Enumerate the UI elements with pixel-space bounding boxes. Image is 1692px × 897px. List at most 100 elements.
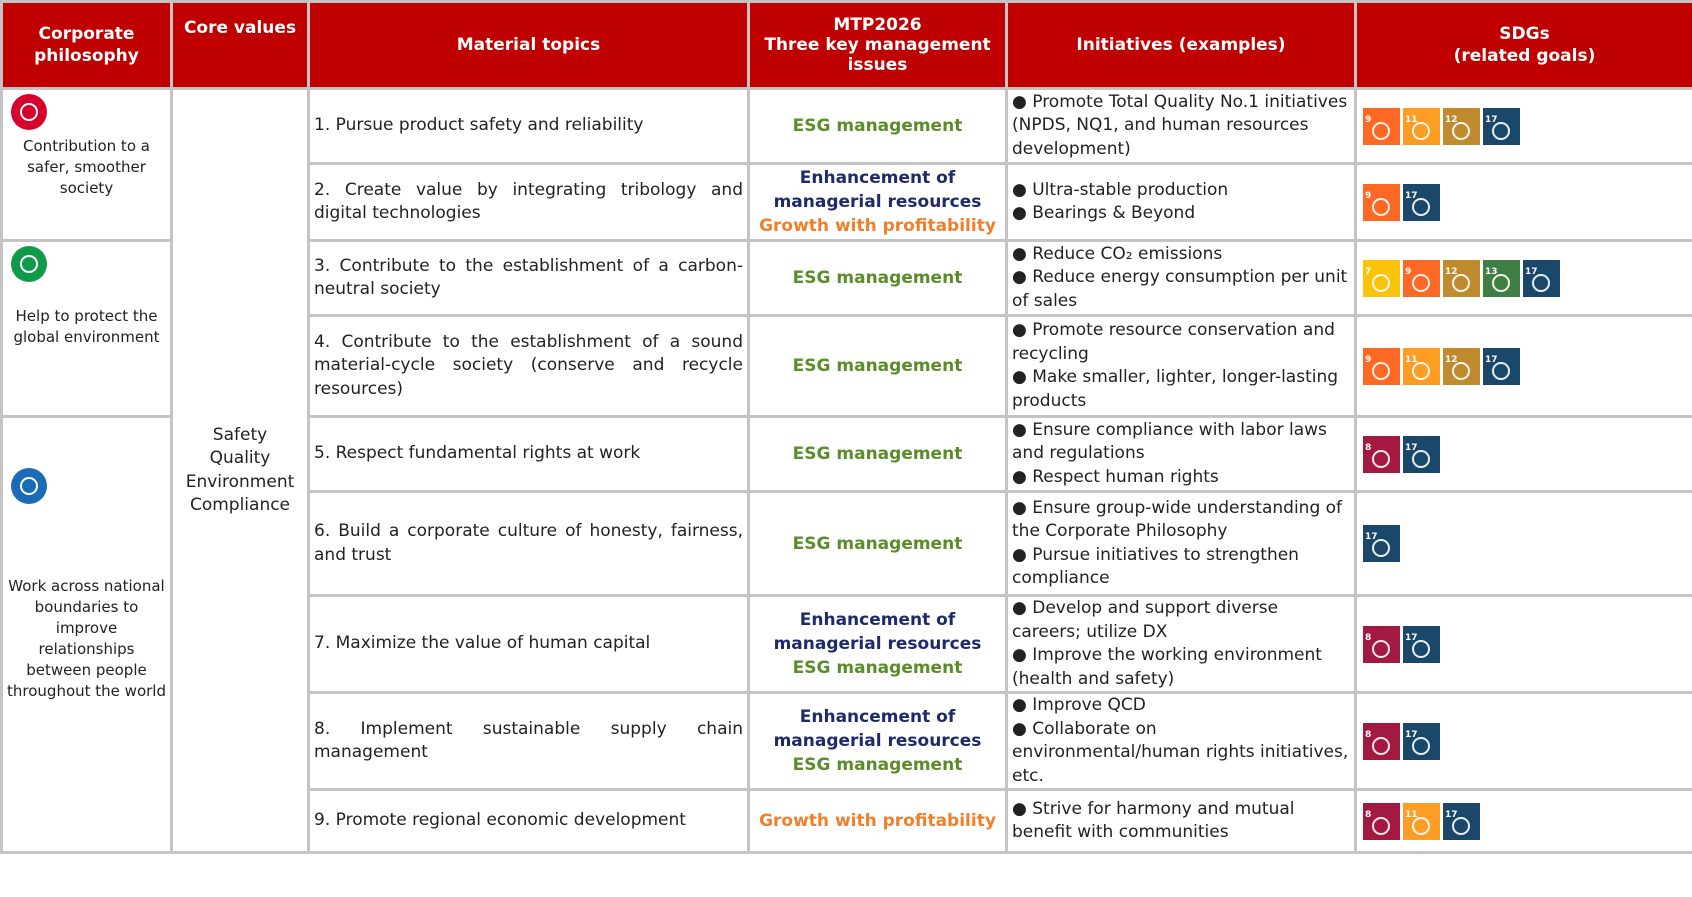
sdg-17-icon: 17 (1403, 183, 1440, 221)
philosophy-text: Help to protect the global environment (13, 307, 160, 346)
sdg-17-icon: 17 (1403, 625, 1440, 663)
initiative-item: ● Make smaller, lighter, longer-lasting … (1012, 367, 1339, 411)
sdg-goals: 17 (1354, 490, 1692, 597)
sdg-17-icon: 17 (1403, 435, 1440, 473)
sdg-8-icon: 8 (1363, 802, 1400, 840)
material-topic: 7. Maximize the value of human capital (307, 594, 750, 694)
initiative-item: ● Improve QCD (1012, 695, 1146, 715)
sdg-goals: 8 17 (1354, 594, 1692, 694)
material-topic: 9. Promote regional economic development (307, 788, 750, 854)
initiatives: ● Promote Total Quality No.1 initiatives… (1005, 87, 1357, 165)
mtp-issue-enhancement: Enhancement of managerial resources (773, 168, 982, 212)
sdg-17-icon: 17 (1363, 525, 1400, 562)
table-row: Work across national boundaries to impro… (0, 415, 1692, 854)
sdg-goals: 9 11 12 17 (1354, 87, 1692, 165)
sdg-17-icon: 17 (1483, 107, 1520, 145)
mtp-issues: ESG management (747, 490, 1008, 597)
sdg-goals: 8 17 (1354, 415, 1692, 493)
sdg-17-icon: 17 (1443, 802, 1480, 840)
philosophy-text: Work across national boundaries to impro… (7, 577, 166, 700)
globe-hands-icon (11, 246, 47, 282)
core-value: Quality (209, 448, 271, 468)
mtp-issue-esg: ESG management (792, 444, 963, 464)
mtp-issue-esg: ESG management (792, 755, 963, 775)
sdg-9-icon: 9 (1363, 347, 1400, 385)
material-topic: 3. Contribute to the establishment of a … (307, 239, 750, 317)
initiative-item: ● Respect human rights (1012, 466, 1219, 487)
initiatives: ● Develop and support diverse careers; u… (1005, 594, 1357, 694)
table-row: 7. Maximize the value of human capital En… (2, 594, 1692, 694)
initiatives: ● Ensure compliance with labor laws and … (1005, 415, 1357, 493)
mtp-issue-enhancement: Enhancement of managerial resources (773, 707, 982, 751)
city-icon (11, 94, 47, 130)
sdg-11-icon: 11 (1403, 107, 1440, 145)
mtp-issue-esg: ESG management (792, 356, 963, 376)
material-topic: 5. Respect fundamental rights at work (307, 415, 750, 493)
philosophy-text: Contribution to a safer, smoother societ… (23, 137, 150, 197)
sdg-17-icon: 17 (1523, 259, 1560, 297)
sdg-7-icon: 7 (1363, 259, 1400, 297)
sdg-17-icon: 17 (1403, 722, 1440, 760)
initiative-item: ● Collaborate on environmental/human rig… (1012, 718, 1349, 786)
table-row: 8. Implement sustainable supply chain ma… (2, 691, 1692, 791)
initiatives: ● Reduce CO₂ emissions ● Reduce energy co… (1005, 239, 1357, 317)
initiatives: ● Improve QCD ● Collaborate on environmen… (1005, 691, 1357, 791)
material-topic: 4. Contribute to the establishment of a … (307, 314, 750, 418)
header-core-values: Core values (170, 0, 310, 90)
mtp-issue-growth: Growth with profitability (759, 811, 996, 831)
initiative-item: ● Promote Total Quality No.1 initiatives… (1012, 91, 1348, 159)
mtp-issue-esg: ESG management (792, 658, 963, 678)
initiatives: ● Ultra-stable production ● Bearings & Be… (1005, 162, 1357, 242)
table-row: Contribution to a safer, smoother societ… (0, 87, 1692, 854)
mtp-issue-growth: Growth with profitability (759, 216, 996, 236)
table-row: 6. Build a corporate culture of honesty,… (2, 490, 1692, 597)
sdg-9-icon: 9 (1363, 183, 1400, 221)
initiative-item: ● Strive for harmony and mutual benefit … (1012, 798, 1295, 843)
philosophy-cell: Contribution to a safer, smoother societ… (0, 87, 173, 242)
mtp-issues: Enhancement of managerial resources ESG m… (747, 594, 1008, 694)
material-topic: 2. Create value by integrating tribology… (307, 162, 750, 242)
initiative-item: ● Bearings & Beyond (1012, 203, 1196, 223)
mtp-issues: ESG management (747, 239, 1008, 317)
sdg-goals: 9 11 12 17 (1354, 314, 1692, 418)
sdg-8-icon: 8 (1363, 722, 1400, 760)
sdg-12-icon: 12 (1443, 259, 1480, 297)
initiatives: ● Promote resource conservation and recy… (1005, 314, 1357, 418)
initiative-item: ● Develop and support diverse careers; u… (1012, 598, 1279, 642)
people-network-icon (11, 468, 47, 504)
initiative-item: ● Pursue initiatives to strengthen compl… (1012, 544, 1299, 589)
initiative-item: ● Ensure compliance with labor laws and … (1012, 419, 1327, 464)
sdg-8-icon: 8 (1363, 625, 1400, 663)
initiative-item: ● Reduce energy consumption per unit of … (1012, 267, 1348, 311)
mtp-issue-esg: ESG management (792, 533, 963, 554)
initiative-item: ● Improve the working environment (healt… (1012, 645, 1322, 689)
sdg-goals: 8 11 17 (1354, 788, 1692, 854)
mtp-issues: Enhancement of managerial resources ESG m… (747, 691, 1008, 791)
materiality-table: Corporate philosophy Core values Materia… (0, 0, 1692, 854)
sdg-13-icon: 13 (1483, 259, 1520, 297)
table-row: 4. Contribute to the establishment of a … (2, 314, 1692, 418)
header-sdgs: SDGs (related goals) (1354, 0, 1692, 90)
initiative-item: ● Reduce CO₂ emissions (1012, 243, 1223, 264)
mtp-issue-enhancement: Enhancement of managerial resources (773, 610, 982, 654)
mtp-issues: Growth with profitability (747, 788, 1008, 854)
sdg-8-icon: 8 (1363, 435, 1400, 473)
mtp-issues: ESG management (747, 87, 1008, 165)
core-value: Safety (212, 424, 268, 445)
table-row: 2. Create value by integrating tribology… (2, 162, 1692, 242)
sdg-9-icon: 9 (1403, 259, 1440, 297)
initiative-item: ● Ultra-stable production (1012, 179, 1229, 200)
material-topic: 8. Implement sustainable supply chain ma… (307, 691, 750, 791)
header-mtp: MTP2026 Three key management issues (747, 0, 1008, 90)
sdg-17-icon: 17 (1483, 347, 1520, 385)
core-value: Environment (185, 471, 295, 492)
table-row: 9. Promote regional economic development… (2, 788, 1692, 854)
mtp-issue-esg: ESG management (792, 268, 963, 288)
sdg-12-icon: 12 (1443, 107, 1480, 145)
sdg-11-icon: 11 (1403, 347, 1440, 385)
core-value: Compliance (189, 495, 291, 515)
header-material-topics: Material topics (307, 0, 750, 90)
table-row: Help to protect the global environment 3.… (0, 239, 1692, 418)
sdg-9-icon: 9 (1363, 107, 1400, 145)
header-initiatives: Initiatives (examples) (1005, 0, 1357, 90)
